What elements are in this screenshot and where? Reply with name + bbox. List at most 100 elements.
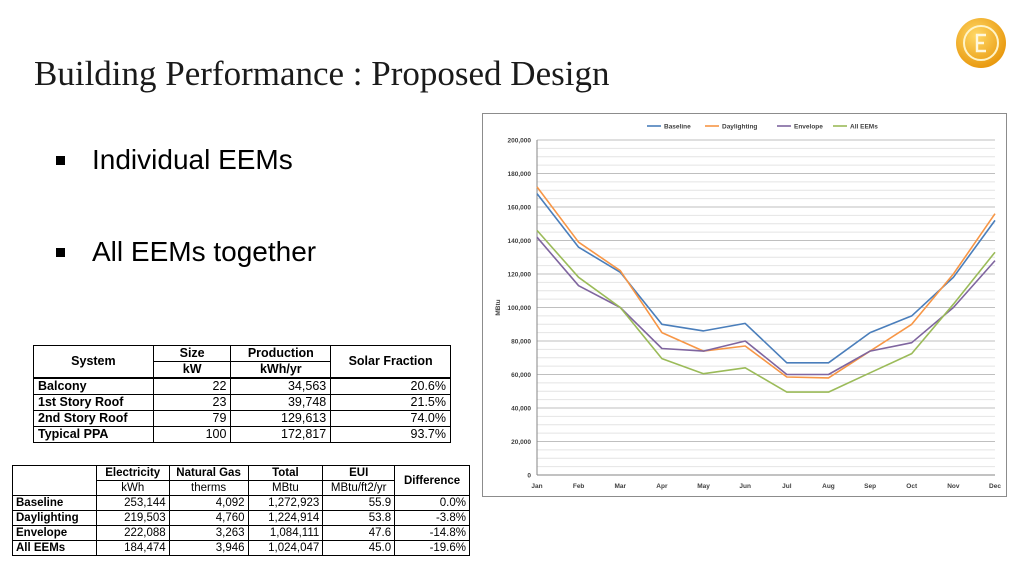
series-line-all-eems <box>536 229 996 393</box>
cell-total: 1,272,923 <box>247 495 324 511</box>
legend-label: Envelope <box>794 124 823 131</box>
y-axis-label: MBtu <box>495 299 502 315</box>
x-tick-label: Feb <box>573 483 585 490</box>
legend-label: Daylighting <box>722 124 757 131</box>
cell-eui: 55.9 <box>322 495 396 511</box>
x-tick-label: Dec <box>989 483 1001 490</box>
cell-total: 1,224,914 <box>247 510 324 526</box>
y-tick-label: 120,000 <box>508 272 532 279</box>
solar-systems-table: System Size Production Solar Fraction kW… <box>33 345 451 443</box>
x-tick-label: Nov <box>947 483 960 490</box>
series-line-envelope <box>536 236 996 376</box>
column-header-difference: Difference <box>394 465 470 496</box>
cell-difference: -3.8% <box>394 510 470 526</box>
table-row: Daylighting 219,503 4,760 1,224,914 53.8… <box>12 510 470 526</box>
column-unit-production: kWh/yr <box>230 361 332 379</box>
series-line-baseline <box>536 193 996 364</box>
x-tick-label: Jun <box>739 483 751 490</box>
row-label: Balcony <box>33 377 154 395</box>
cell-difference: -14.8% <box>394 525 470 541</box>
cell-production: 129,613 <box>230 410 332 427</box>
cell-size: 22 <box>152 377 232 395</box>
row-label: All EEMs <box>12 540 97 556</box>
column-header-size: Size <box>152 345 232 362</box>
y-tick-label: 160,000 <box>508 205 532 212</box>
column-header-solar-fraction: Solar Fraction <box>330 345 451 379</box>
cell-eui: 47.6 <box>322 525 396 541</box>
y-tick-label: 80,000 <box>511 339 531 346</box>
y-tick-label: 20,000 <box>511 439 531 446</box>
table-row: Balcony 22 34,563 20.6% <box>33 377 451 395</box>
table-row: 1st Story Roof 23 39,748 21.5% <box>33 394 451 411</box>
column-unit-gas: therms <box>168 480 249 496</box>
chart-canvas: 0 20,000 40,000 60,000 80,000 100,000 120,000 1… <box>495 124 1001 491</box>
x-tick-label: Apr <box>656 483 668 490</box>
cell-difference: 0.0% <box>394 495 470 511</box>
column-unit-total: MBtu <box>247 480 324 496</box>
y-tick-label: 180,000 <box>508 171 532 178</box>
column-header-total: Total <box>247 465 324 481</box>
x-tick-label: Aug <box>822 483 835 490</box>
column-header-electricity: Electricity <box>95 465 170 481</box>
bullet-text: Individual EEMs <box>92 144 293 175</box>
cell-total: 1,084,111 <box>247 525 324 541</box>
table-row: 2nd Story Roof 79 129,613 74.0% <box>33 410 451 427</box>
table-row: Baseline 253,144 4,092 1,272,923 55.9 0.… <box>12 495 470 511</box>
x-tick-label: Jan <box>531 483 542 490</box>
bullet-marker <box>56 248 65 257</box>
x-tick-label: Mar <box>614 483 626 490</box>
row-label: Baseline <box>12 495 97 511</box>
cell-gas: 3,946 <box>168 540 249 556</box>
cell-eui: 45.0 <box>322 540 396 556</box>
table-row: Envelope 222,088 3,263 1,084,111 47.6 -1… <box>12 525 470 541</box>
column-header-eui: EUI <box>322 465 396 481</box>
cell-gas: 3,263 <box>168 525 249 541</box>
table-row: Typical PPA 100 172,817 93.7% <box>33 426 451 443</box>
cell-electricity: 253,144 <box>95 495 170 511</box>
bullet-marker <box>56 156 65 165</box>
column-unit-size: kW <box>152 361 232 379</box>
monthly-energy-chart: 0 20,000 40,000 60,000 80,000 100,000 120,000 1… <box>482 113 1007 497</box>
cell-fraction: 21.5% <box>330 394 451 411</box>
cell-production: 39,748 <box>230 394 332 411</box>
cell-size: 23 <box>152 394 232 411</box>
x-tick-label: May <box>697 483 710 490</box>
x-tick-label: Jul <box>782 483 792 490</box>
coin-e-logo-icon <box>956 18 1006 68</box>
x-tick-label: Oct <box>906 483 918 490</box>
row-label: Daylighting <box>12 510 97 526</box>
x-tick-label: Sep <box>864 483 876 490</box>
energy-comparison-table: Electricity Natural Gas Total EUI Differ… <box>12 465 470 556</box>
table-row: All EEMs 184,474 3,946 1,024,047 45.0 -1… <box>12 540 470 556</box>
cell-fraction: 20.6% <box>330 377 451 395</box>
cell-gas: 4,092 <box>168 495 249 511</box>
bullet-text: All EEMs together <box>92 236 317 267</box>
cell-electricity: 222,088 <box>95 525 170 541</box>
column-header-production: Production <box>230 345 332 362</box>
cell-total: 1,024,047 <box>247 540 324 556</box>
y-tick-label: 0 <box>527 473 531 480</box>
cell-fraction: 93.7% <box>330 426 451 443</box>
legend-label: Baseline <box>664 124 691 131</box>
y-tick-label: 60,000 <box>511 372 531 379</box>
cell-eui: 53.8 <box>322 510 396 526</box>
series-line-daylighting <box>536 186 996 379</box>
row-label: 2nd Story Roof <box>33 410 154 427</box>
cell-electricity: 184,474 <box>95 540 170 556</box>
cell-gas: 4,760 <box>168 510 249 526</box>
cell-size: 79 <box>152 410 232 427</box>
column-unit-eui: MBtu/ft2/yr <box>322 480 396 496</box>
column-unit-electricity: kWh <box>95 480 170 496</box>
slide-title: Building Performance : Proposed Design <box>34 54 610 93</box>
row-label: Typical PPA <box>33 426 154 443</box>
column-header-blank <box>12 465 97 496</box>
row-label: 1st Story Roof <box>33 394 154 411</box>
y-tick-label: 200,000 <box>508 138 532 145</box>
y-tick-label: 140,000 <box>508 238 532 245</box>
cell-electricity: 219,503 <box>95 510 170 526</box>
cell-size: 100 <box>152 426 232 443</box>
cell-production: 34,563 <box>230 377 332 395</box>
column-header-natural-gas: Natural Gas <box>168 465 249 481</box>
cell-difference: -19.6% <box>394 540 470 556</box>
cell-production: 172,817 <box>230 426 332 443</box>
